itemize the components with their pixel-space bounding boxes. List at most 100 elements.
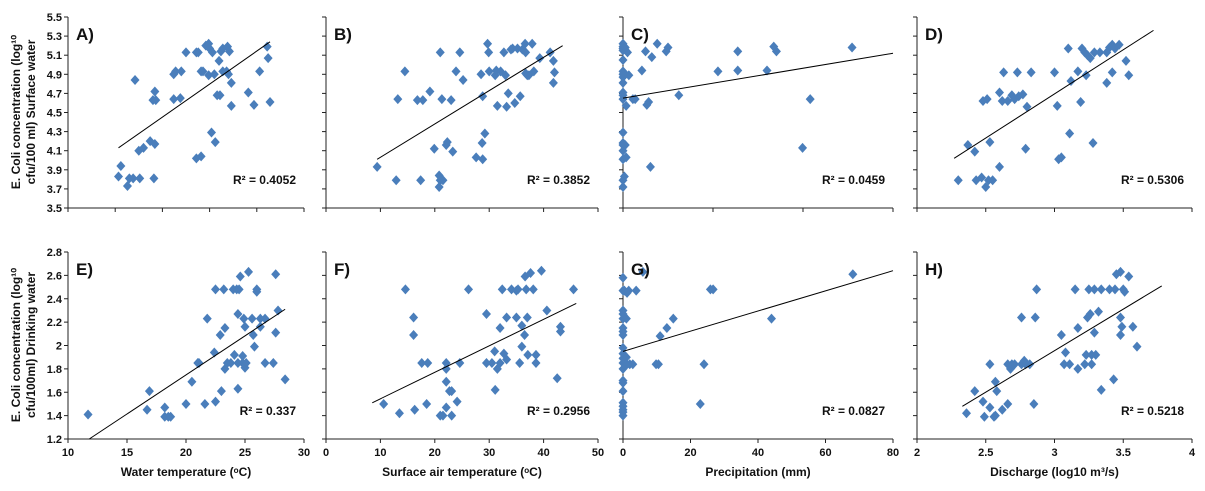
y-tick-label: 4.7 [47, 88, 62, 100]
data-point [240, 321, 250, 332]
data-point [1085, 308, 1095, 319]
data-point [502, 101, 512, 112]
data-point [713, 66, 723, 77]
data-point [447, 410, 457, 421]
data-point [1021, 143, 1031, 154]
data-point [1089, 47, 1099, 58]
data-point [238, 351, 248, 362]
x-tick-label: 20 [429, 447, 441, 459]
x-tick-label: 2.5 [978, 447, 993, 459]
data-point [1073, 363, 1083, 374]
x-tick-label: 20 [684, 447, 696, 459]
data-point [434, 181, 444, 192]
data-point [169, 94, 179, 105]
data-point [215, 90, 225, 101]
data-point [379, 398, 389, 409]
x-axis-title: Water temperature (ᵒC) [121, 465, 252, 479]
data-point [999, 67, 1009, 78]
panel-label: E) [76, 260, 93, 279]
data-point [520, 329, 530, 340]
data-point [280, 374, 290, 385]
data-point [985, 137, 995, 148]
data-point [542, 305, 552, 316]
data-point [848, 269, 858, 280]
data-point [708, 284, 718, 295]
data-point [618, 377, 628, 388]
data-point [211, 284, 220, 295]
data-point [1029, 398, 1039, 409]
x-tick-label: 10 [374, 447, 386, 459]
data-point [997, 404, 1007, 415]
y-axis-title-bottom-line2: cfu/100ml) Drinking water [24, 272, 38, 418]
data-point [209, 69, 219, 80]
trendline [953, 29, 1154, 159]
data-point [271, 269, 281, 280]
x-tick-label: 40 [537, 447, 549, 459]
data-point [455, 47, 465, 58]
data-point [618, 272, 628, 283]
data-point [175, 93, 185, 104]
data-point [233, 358, 243, 369]
panel-label: H) [925, 260, 943, 279]
data-point [618, 181, 628, 192]
y-axis-title-top-line2: cfu/100 ml) Surface water [24, 39, 38, 184]
data-point [997, 96, 1007, 107]
data-point [262, 41, 272, 52]
data-point [515, 91, 525, 102]
panel-label: C) [631, 25, 649, 44]
data-point [653, 359, 663, 370]
trendline [962, 285, 1163, 407]
data-point [130, 75, 140, 86]
data-point [255, 66, 265, 77]
panel-label: D) [925, 25, 943, 44]
data-point [263, 53, 273, 64]
x-tick-label: 60 [819, 447, 831, 459]
y-tick-label: 4.1 [47, 146, 62, 158]
data-point [1096, 384, 1106, 395]
data-point [181, 47, 191, 58]
x-tick-label: 30 [298, 447, 310, 459]
data-point [1032, 284, 1042, 295]
x-tick-label: 80 [887, 447, 899, 459]
data-point [151, 95, 161, 106]
data-point [1087, 359, 1097, 370]
y-axis-title-top-line1: E. Coli concentration (log¹⁰ [9, 35, 23, 189]
data-point [733, 46, 743, 57]
data-point [122, 181, 132, 192]
y-tick-label: 1.2 [47, 434, 62, 446]
r-squared-label: R² = 0.3852 [527, 173, 590, 187]
data-point [502, 354, 512, 365]
data-point [1117, 321, 1127, 332]
data-point [206, 127, 216, 138]
x-tick-label: 30 [483, 447, 495, 459]
data-point [522, 312, 532, 323]
data-point [521, 47, 531, 58]
y-tick-label: 4.9 [47, 69, 62, 81]
data-point [412, 95, 422, 106]
y-tick-label: 4.3 [47, 127, 62, 139]
data-point [480, 128, 490, 139]
data-point [645, 161, 655, 172]
data-point [970, 146, 980, 157]
data-point [187, 376, 197, 387]
data-point [455, 358, 465, 369]
data-point [135, 173, 145, 184]
data-point [181, 398, 191, 409]
data-point [1128, 321, 1138, 332]
data-point [442, 137, 452, 148]
data-point [1080, 359, 1090, 370]
data-point [527, 38, 537, 49]
r-squared-label: R² = 0.337 [240, 404, 297, 418]
data-point [536, 265, 546, 276]
data-point [438, 175, 448, 186]
data-point [495, 322, 505, 333]
data-point [484, 66, 494, 77]
data-point [555, 326, 565, 337]
data-point [176, 66, 186, 77]
data-point [1073, 66, 1083, 77]
data-point [1073, 322, 1083, 333]
data-point [1066, 75, 1076, 86]
data-point [638, 266, 648, 277]
data-point [149, 173, 159, 184]
data-point [448, 146, 458, 157]
